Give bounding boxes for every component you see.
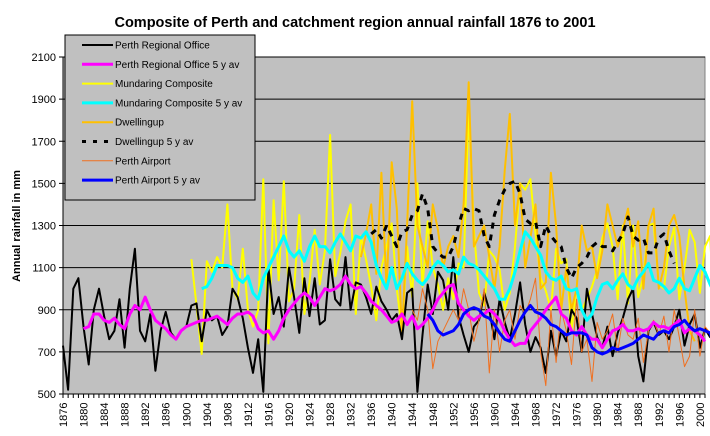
legend: Perth Regional Office Perth Regional Offi… — [64, 34, 256, 201]
x-tick-label: 1956 — [469, 403, 481, 427]
legend-box — [64, 34, 256, 201]
series-line-mundaring-composite — [190, 106, 710, 355]
x-tick-label: 1880 — [79, 403, 91, 427]
legend-label: Mundaring Composite 5 y av — [115, 98, 242, 109]
y-axis: 500 700 900 1100 1300 1500 1700 1900 2100 — [32, 52, 64, 401]
x-tick-label: 1896 — [161, 403, 173, 427]
series-lines — [62, 81, 710, 393]
series-line-perth-airport-5-y-av — [426, 304, 710, 356]
x-tick-label: 1944 — [407, 403, 419, 427]
series-line-perth-regional-office-5-y-av — [82, 274, 707, 350]
y-tick-label: 500 — [38, 389, 56, 401]
x-tick-label: 1976 — [572, 403, 584, 427]
chart-title: Composite of Perth and catchment region … — [114, 15, 595, 31]
legend-label: Perth Regional Office 5 y av — [115, 60, 239, 71]
y-tick-label: 1100 — [32, 263, 56, 275]
y-axis-label: Annual rainfall in mm — [11, 170, 23, 282]
series-line-dwellingup-5-y-av — [370, 179, 676, 280]
legend-label: Perth Airport — [115, 156, 171, 167]
y-tick-label: 700 — [38, 347, 56, 359]
legend-label: Perth Regional Office — [115, 41, 210, 52]
x-tick-label: 1968 — [531, 403, 543, 427]
x-tick-label: 1952 — [448, 403, 460, 427]
x-tick-label: 1884 — [99, 403, 111, 427]
series-line-perth-airport — [411, 277, 710, 387]
x-tick-label: 1932 — [346, 403, 358, 427]
x-tick-label: 1936 — [366, 403, 378, 427]
x-tick-label: 1908 — [222, 403, 234, 427]
legend-label: Dwellingup 5 y av — [115, 137, 193, 148]
y-tick-label: 2100 — [32, 52, 56, 64]
y-tick-label: 1500 — [32, 178, 56, 190]
series-line-dwellingup — [359, 81, 696, 342]
y-tick-label: 1300 — [32, 221, 56, 233]
x-tick-label: 1912 — [243, 403, 255, 427]
x-tick-label: 1960 — [489, 403, 501, 427]
series-line-mundaring-composite-5-y-av — [201, 230, 710, 322]
y-tick-label: 1700 — [32, 136, 56, 148]
x-tick-label: 1984 — [613, 403, 625, 427]
x-tick-label: 1972 — [551, 403, 563, 427]
x-tick-label: 1996 — [674, 403, 686, 427]
x-tick-label: 1948 — [428, 403, 440, 427]
legend-label: Perth Airport 5 y av — [115, 176, 200, 187]
x-tick-label: 2000 — [695, 403, 707, 427]
legend-label: Dwellingup — [115, 118, 164, 129]
legend-label: Mundaring Composite — [115, 79, 213, 90]
x-tick-label: 1988 — [633, 403, 645, 427]
x-tick-label: 1876 — [58, 403, 70, 427]
y-tick-label: 900 — [38, 305, 56, 317]
x-tick-label: 1888 — [120, 403, 132, 427]
x-tick-label: 1992 — [654, 403, 666, 427]
x-tick-label: 1892 — [140, 403, 152, 427]
x-tick-label: 1928 — [325, 403, 337, 427]
x-tick-label: 1980 — [592, 403, 604, 427]
x-tick-label: 1964 — [510, 403, 522, 427]
x-tick-label: 1940 — [387, 403, 399, 427]
x-tick-label: 1900 — [181, 403, 193, 427]
x-axis: 1876 1880 1884 1888 1892 1896 1900 1904 1908 1912… — [58, 393, 707, 427]
x-tick-label: 1924 — [305, 403, 317, 427]
x-tick-label: 1904 — [202, 403, 214, 427]
x-tick-label: 1916 — [263, 403, 275, 427]
x-tick-label: 1920 — [284, 403, 296, 427]
y-tick-label: 1900 — [32, 94, 56, 106]
